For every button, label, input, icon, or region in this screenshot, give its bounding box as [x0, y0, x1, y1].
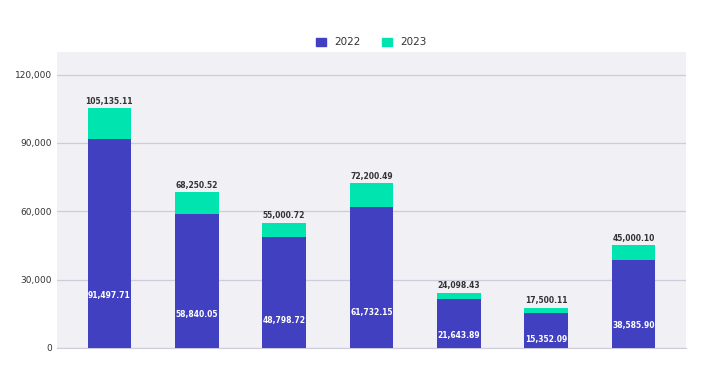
Text: 24,098.43: 24,098.43 — [437, 281, 480, 290]
Text: 38,585.90: 38,585.90 — [613, 321, 655, 331]
Legend: 2022, 2023: 2022, 2023 — [312, 33, 431, 52]
Bar — [524, 308, 568, 313]
Bar — [612, 246, 655, 260]
Bar — [350, 183, 393, 207]
Text: 68,250.52: 68,250.52 — [175, 181, 218, 190]
Bar — [524, 313, 568, 348]
Bar — [437, 299, 481, 348]
Text: 105,135.11: 105,135.11 — [86, 97, 133, 106]
Text: 45,000.10: 45,000.10 — [613, 234, 655, 243]
Bar — [262, 223, 306, 237]
Bar — [612, 260, 655, 348]
Bar — [437, 293, 481, 299]
Text: 48,798.72: 48,798.72 — [263, 316, 306, 325]
Bar — [175, 193, 219, 214]
Text: 55,000.72: 55,000.72 — [263, 211, 306, 220]
Text: 21,643.89: 21,643.89 — [437, 331, 480, 340]
Text: 17,500.11: 17,500.11 — [525, 296, 568, 305]
Bar — [175, 214, 219, 348]
Bar — [88, 108, 131, 139]
Text: 72,200.49: 72,200.49 — [350, 172, 393, 181]
Bar — [350, 207, 393, 348]
Text: 15,352.09: 15,352.09 — [525, 335, 567, 344]
Text: 58,840.05: 58,840.05 — [175, 310, 218, 319]
Text: 61,732.15: 61,732.15 — [350, 308, 393, 317]
Text: 91,497.71: 91,497.71 — [88, 291, 131, 300]
Bar — [262, 237, 306, 348]
Bar — [88, 139, 131, 348]
